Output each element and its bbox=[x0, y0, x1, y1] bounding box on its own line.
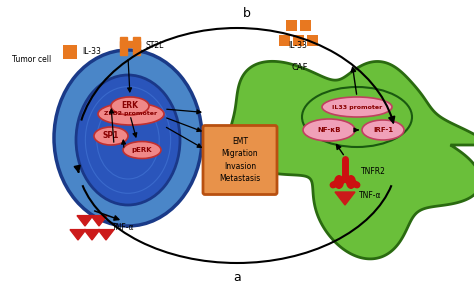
FancyBboxPatch shape bbox=[203, 125, 277, 194]
Text: pERK: pERK bbox=[132, 147, 152, 153]
Text: IL-33: IL-33 bbox=[289, 41, 308, 50]
Bar bbox=[301, 20, 311, 31]
Ellipse shape bbox=[76, 75, 180, 205]
Polygon shape bbox=[91, 216, 107, 226]
Ellipse shape bbox=[322, 97, 392, 117]
Polygon shape bbox=[70, 230, 86, 240]
Text: CAF: CAF bbox=[292, 63, 308, 72]
Bar bbox=[120, 37, 127, 55]
Bar bbox=[286, 20, 298, 31]
Bar bbox=[293, 34, 304, 46]
Text: TNF-α: TNF-α bbox=[112, 223, 135, 232]
Ellipse shape bbox=[346, 175, 356, 189]
Text: EMT
Migration
Invasion
Metastasis: EMT Migration Invasion Metastasis bbox=[219, 137, 261, 183]
Text: SP1: SP1 bbox=[103, 131, 119, 140]
Polygon shape bbox=[98, 230, 114, 240]
Text: ERK: ERK bbox=[121, 101, 138, 110]
Ellipse shape bbox=[94, 127, 128, 145]
Polygon shape bbox=[84, 230, 100, 240]
Text: ST2L: ST2L bbox=[146, 40, 164, 50]
Ellipse shape bbox=[54, 50, 202, 226]
Text: Tumor cell: Tumor cell bbox=[12, 55, 51, 64]
Text: TNFR2: TNFR2 bbox=[361, 167, 386, 176]
Polygon shape bbox=[229, 61, 474, 259]
Ellipse shape bbox=[362, 120, 404, 140]
Ellipse shape bbox=[98, 103, 164, 125]
Text: a: a bbox=[233, 271, 241, 284]
Ellipse shape bbox=[123, 142, 161, 158]
Polygon shape bbox=[335, 192, 355, 205]
Bar bbox=[63, 45, 77, 59]
Text: NF-κB: NF-κB bbox=[317, 127, 341, 133]
Ellipse shape bbox=[334, 175, 344, 189]
Bar bbox=[308, 34, 319, 46]
Ellipse shape bbox=[303, 119, 355, 141]
Polygon shape bbox=[77, 216, 93, 226]
Text: TNF-α: TNF-α bbox=[359, 190, 382, 200]
Text: ZEB2 promoter: ZEB2 promoter bbox=[104, 112, 157, 116]
Ellipse shape bbox=[111, 97, 149, 115]
Bar bbox=[280, 34, 291, 46]
Bar bbox=[133, 37, 140, 55]
Text: b: b bbox=[243, 7, 251, 20]
Text: IL-33: IL-33 bbox=[82, 47, 101, 56]
Text: IRF-1: IRF-1 bbox=[373, 127, 393, 133]
Text: IL33 promoter: IL33 promoter bbox=[332, 104, 382, 110]
Bar bbox=[120, 41, 140, 47]
